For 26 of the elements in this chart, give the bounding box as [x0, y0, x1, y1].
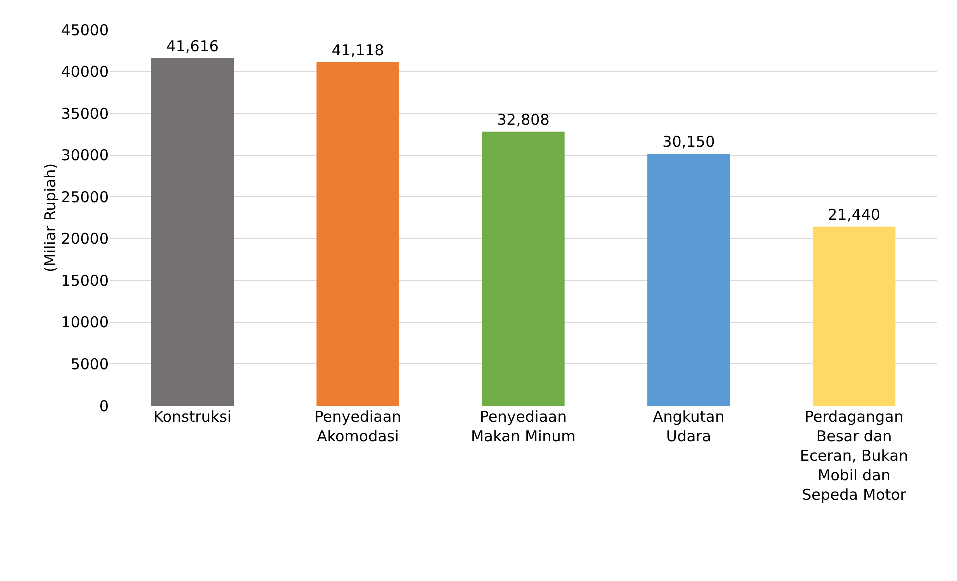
y-tick-label: 20000	[61, 230, 109, 248]
data-label: 30,150	[662, 133, 716, 152]
y-tick-label: 45000	[61, 21, 109, 40]
data-label: 41,616	[166, 37, 219, 56]
x-tick-label: Angkutan Udara	[653, 408, 725, 446]
y-tick-label: 0	[99, 397, 109, 416]
x-tick-label: Penyediaan Makan Minum	[471, 408, 576, 446]
y-tick-label: 5000	[70, 355, 109, 374]
bar	[151, 58, 234, 406]
data-label: 41,118	[332, 41, 384, 60]
bar	[648, 154, 730, 406]
data-label: 32,808	[497, 110, 550, 129]
y-tick-label: 25000	[61, 188, 109, 206]
bar	[482, 132, 565, 406]
data-label: 21,440	[828, 206, 881, 224]
bar	[316, 62, 400, 406]
x-tick-label: Penyediaan Akomodasi	[314, 408, 402, 446]
y-tick-label: 40000	[61, 63, 109, 82]
bar	[812, 226, 896, 406]
y-tick-label: 30000	[61, 146, 109, 165]
x-tick-label: Konstruksi	[154, 408, 232, 426]
y-tick-label: 35000	[61, 104, 109, 123]
x-tick-label: Perdagangan Besar dan Eceran, Bukan Mobil dan Sepeda Motor	[800, 408, 908, 504]
y-tick-label: 10000	[61, 314, 109, 332]
y-tick-label: 15000	[61, 272, 109, 290]
y-axis-title: (Miliar Rupiah)	[41, 164, 60, 272]
